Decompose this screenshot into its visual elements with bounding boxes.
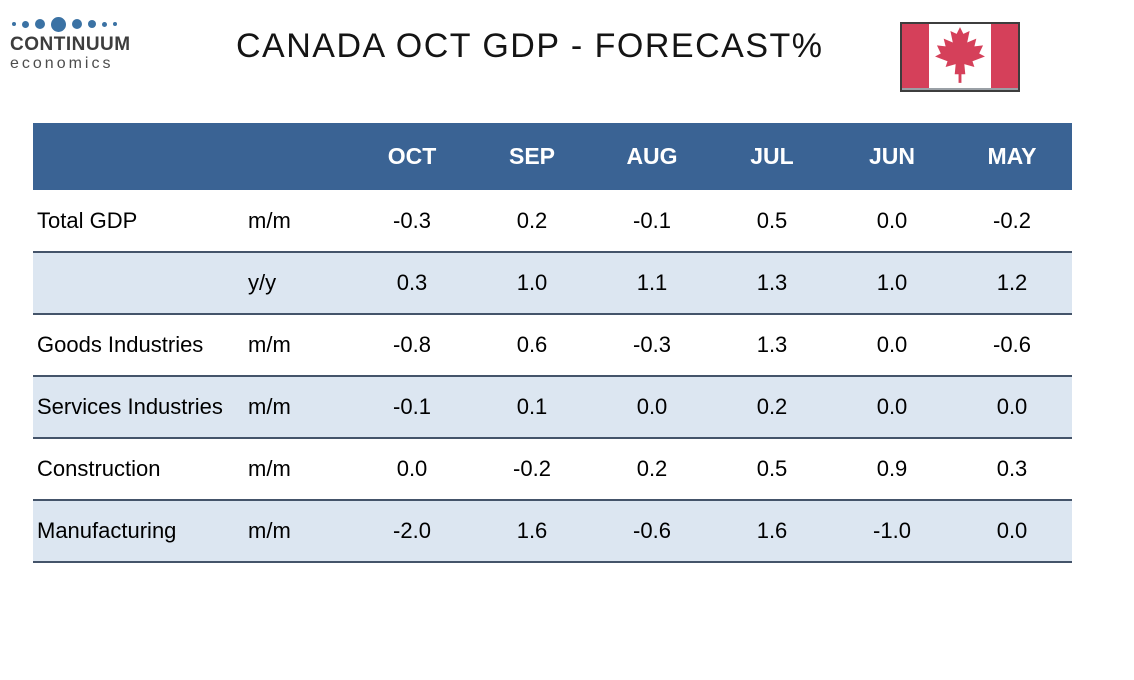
row-value: 0.0 xyxy=(952,375,1072,438)
row-label: Manufacturing xyxy=(33,499,248,563)
row-value: 1.3 xyxy=(712,251,832,314)
row-value: -0.3 xyxy=(592,313,712,376)
row-value: 0.2 xyxy=(592,437,712,500)
table-row: Goods Industries m/m -0.8 0.6 -0.3 1.3 0.0 -0.6 xyxy=(33,313,1072,376)
row-value: 0.5 xyxy=(712,437,832,500)
row-measure: m/m xyxy=(248,499,352,563)
canada-flag-icon xyxy=(900,22,1020,92)
row-value: -0.6 xyxy=(952,313,1072,376)
header-cell-month: MAY xyxy=(952,123,1072,190)
logo-dot xyxy=(12,22,16,26)
table-row: Total GDP m/m -0.3 0.2 -0.1 0.5 0.0 -0.2 xyxy=(33,190,1072,252)
row-value: 0.2 xyxy=(712,375,832,438)
row-value: 1.0 xyxy=(832,251,952,314)
header-cell-measure xyxy=(248,123,352,190)
logo-subtitle: economics xyxy=(10,54,114,72)
logo-dot xyxy=(35,19,45,29)
row-value: 0.6 xyxy=(472,313,592,376)
row-value: 0.0 xyxy=(832,190,952,252)
row-measure: m/m xyxy=(248,437,352,500)
row-value: -0.2 xyxy=(472,437,592,500)
logo-dot xyxy=(22,20,29,28)
row-label: Services Industries xyxy=(33,375,248,438)
table-row: Services Industries m/m -0.1 0.1 0.0 0.2 0.0 0.… xyxy=(33,375,1072,438)
row-label: Construction xyxy=(33,437,248,500)
header-cell-month: SEP xyxy=(472,123,592,190)
table-row: y/y 0.3 1.0 1.1 1.3 1.0 1.2 xyxy=(33,251,1072,314)
row-value: -0.8 xyxy=(352,313,472,376)
row-measure: m/m xyxy=(248,313,352,376)
row-value: -0.3 xyxy=(352,190,472,252)
header-cell-month: JUN xyxy=(832,123,952,190)
table-header: OCT SEP AUG JUL JUN MAY xyxy=(33,123,1072,190)
row-value: 0.0 xyxy=(832,375,952,438)
row-measure: m/m xyxy=(248,190,352,252)
row-value: 1.6 xyxy=(472,499,592,563)
row-value: 1.1 xyxy=(592,251,712,314)
row-value: 0.2 xyxy=(472,190,592,252)
row-value: 0.0 xyxy=(352,437,472,500)
row-label: Goods Industries xyxy=(33,313,248,376)
row-value: 0.9 xyxy=(832,437,952,500)
header-cell-month: JUL xyxy=(712,123,832,190)
row-label xyxy=(33,251,248,314)
logo-dot xyxy=(88,20,96,28)
row-value: -0.6 xyxy=(592,499,712,563)
logo-dot xyxy=(72,19,82,29)
row-label: Total GDP xyxy=(33,190,248,252)
row-value: 1.0 xyxy=(472,251,592,314)
table-row: Construction m/m 0.0 -0.2 0.2 0.5 0.9 0.3 xyxy=(33,437,1072,500)
continuum-dots-icon xyxy=(12,16,131,32)
header-cell-month: OCT xyxy=(352,123,472,190)
table-body: Total GDP m/m -0.3 0.2 -0.1 0.5 0.0 -0.2 y/y 0.3 1… xyxy=(33,190,1072,563)
row-value: 0.0 xyxy=(832,313,952,376)
row-measure: m/m xyxy=(248,375,352,438)
row-measure: y/y xyxy=(248,251,352,314)
row-value: -2.0 xyxy=(352,499,472,563)
row-value: 1.3 xyxy=(712,313,832,376)
row-value: -1.0 xyxy=(832,499,952,563)
continuum-logo: CONTINUUM economics xyxy=(10,16,131,73)
logo-dot xyxy=(102,21,107,27)
row-value: 0.1 xyxy=(472,375,592,438)
header-cell-label xyxy=(33,123,248,190)
row-value: 1.6 xyxy=(712,499,832,563)
row-value: 0.5 xyxy=(712,190,832,252)
gdp-table: OCT SEP AUG JUL JUN MAY Total GDP m/m -0.3… xyxy=(33,123,1072,563)
table-row: Manufacturing m/m -2.0 1.6 -0.6 1.6 -1.0 0.0 xyxy=(33,499,1072,563)
row-value: -0.1 xyxy=(592,190,712,252)
table-header-row: OCT SEP AUG JUL JUN MAY xyxy=(33,123,1072,190)
row-value: 0.3 xyxy=(352,251,472,314)
header-cell-month: AUG xyxy=(592,123,712,190)
row-value: 0.0 xyxy=(952,499,1072,563)
row-value: -0.1 xyxy=(352,375,472,438)
row-value: 1.2 xyxy=(952,251,1072,314)
page-title: CANADA OCT GDP - FORECAST% xyxy=(236,27,824,65)
logo-name: CONTINUUM xyxy=(10,34,131,55)
row-value: -0.2 xyxy=(952,190,1072,252)
logo-dot xyxy=(51,16,66,32)
row-value: 0.0 xyxy=(592,375,712,438)
row-value: 0.3 xyxy=(952,437,1072,500)
logo-dot xyxy=(113,22,117,26)
